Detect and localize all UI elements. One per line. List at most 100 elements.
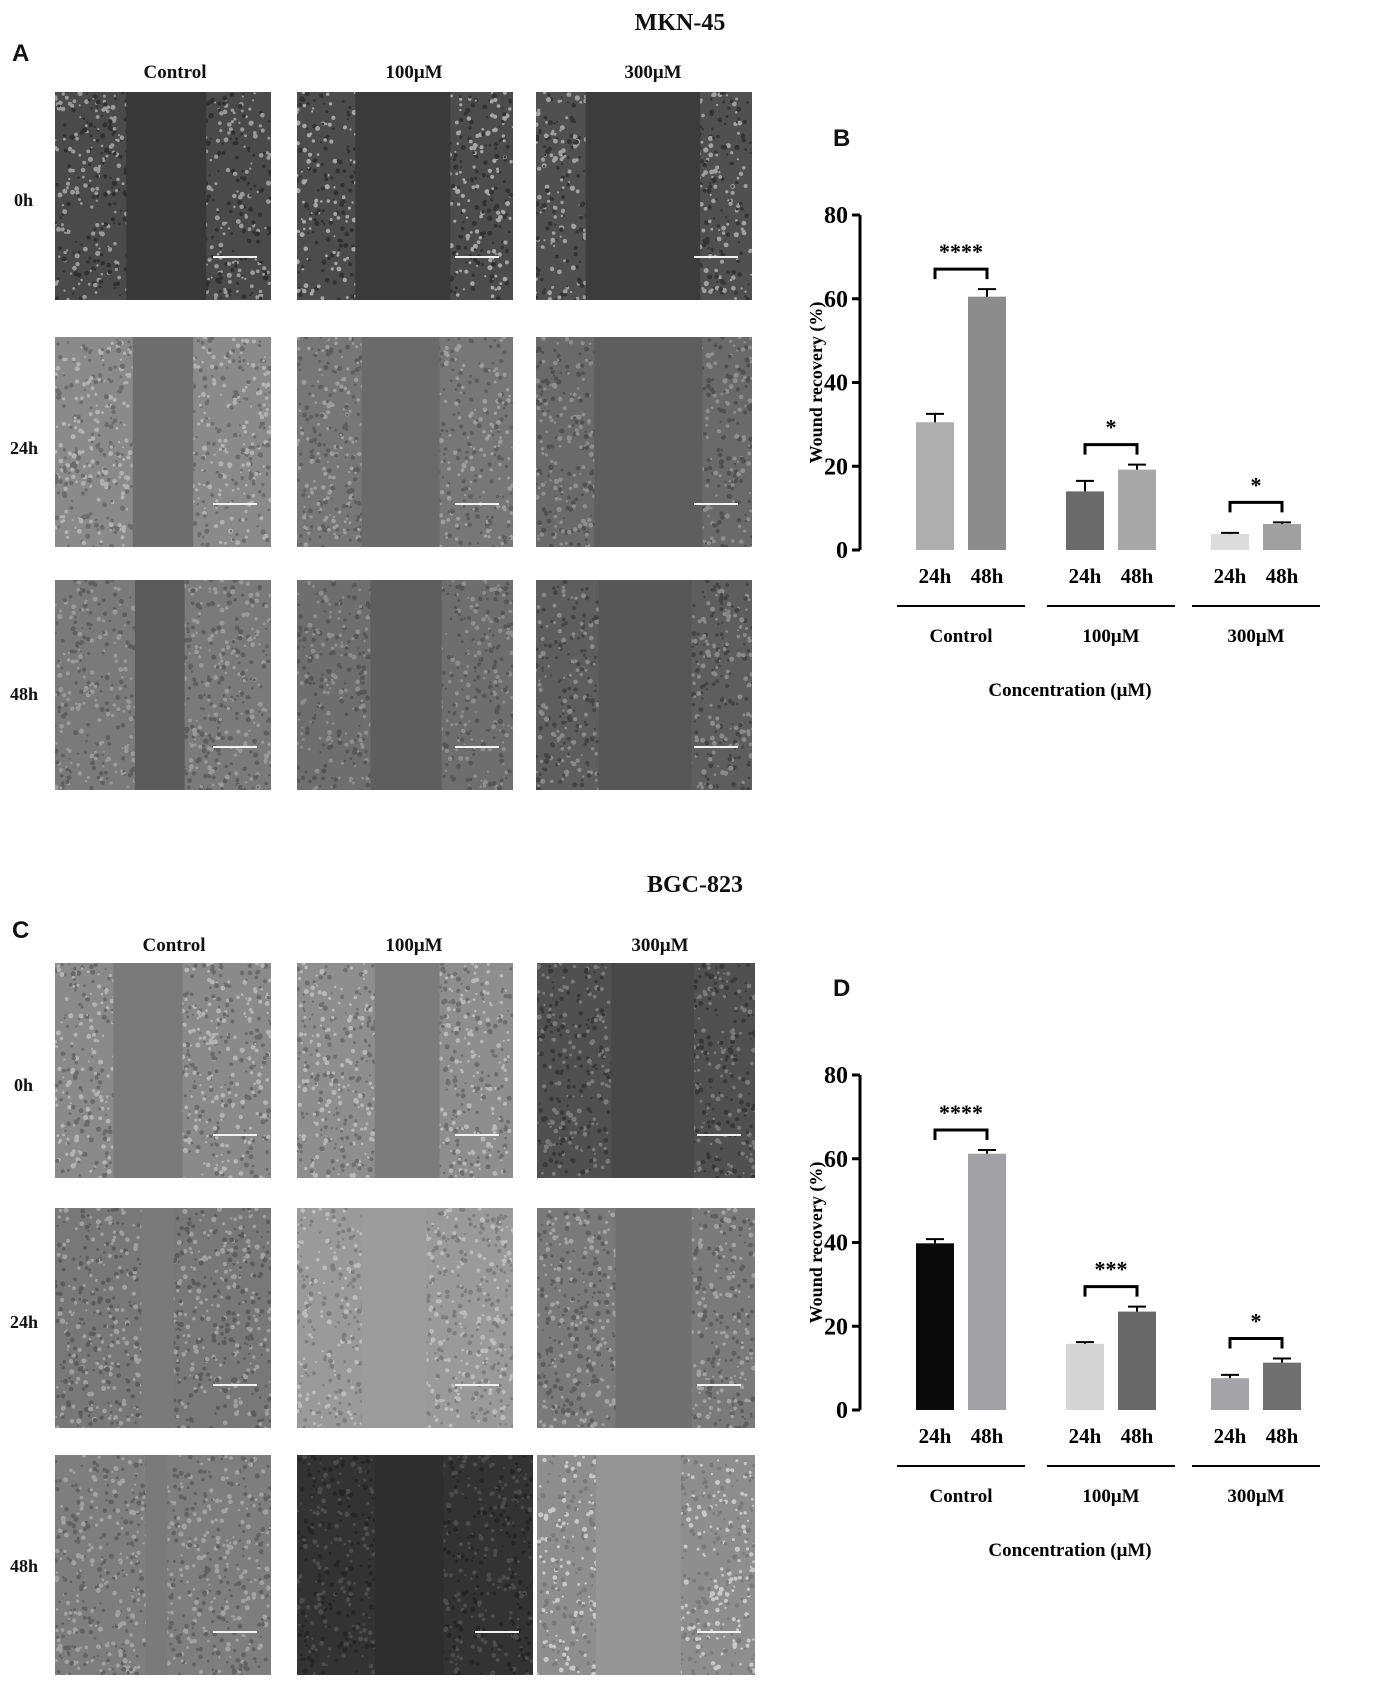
column-label-100um: 100μM	[385, 935, 443, 956]
microscopy-image	[537, 963, 755, 1178]
y-axis-label: Wound recovery (%)	[806, 1162, 827, 1324]
y-tick-label: 60	[824, 1147, 848, 1173]
column-label-100um: 100μM	[385, 62, 443, 83]
bar	[1066, 491, 1104, 550]
bar	[1118, 469, 1156, 550]
microscopy-image	[55, 963, 271, 1178]
scale-bar	[455, 503, 499, 505]
scale-bar	[455, 1384, 499, 1386]
bar	[1211, 534, 1249, 550]
panel-letter-d: D	[833, 975, 851, 1002]
significance-label: ***	[1095, 1257, 1128, 1282]
group-label: 100μM	[1082, 1486, 1139, 1507]
microscopy-image	[55, 580, 271, 790]
bgc823-title: BGC-823	[647, 872, 743, 898]
column-label-300um: 300μM	[631, 935, 689, 956]
x-tick-label: 24h	[1069, 564, 1102, 588]
significance-label: ****	[939, 239, 983, 264]
mkn45-title: MKN-45	[634, 10, 726, 36]
bar	[916, 1243, 954, 1410]
column-label-300um: 300μM	[624, 62, 682, 83]
x-tick-label: 24h	[919, 564, 952, 588]
x-tick-label: 24h	[1069, 1424, 1102, 1448]
y-tick-label: 20	[824, 1314, 848, 1340]
microscopy-image	[297, 1208, 513, 1428]
scale-bar	[697, 1134, 741, 1136]
scale-bar	[475, 1631, 519, 1633]
row-label-48h: 48h	[10, 1556, 39, 1576]
microscopy-image	[536, 337, 752, 547]
row-label-48h: 48h	[10, 684, 39, 704]
x-tick-label: 24h	[1214, 1424, 1247, 1448]
bar	[1118, 1311, 1156, 1410]
microscopy-image	[55, 1208, 271, 1428]
significance-label: *	[1251, 472, 1262, 497]
scale-bar	[694, 256, 738, 258]
bar	[1066, 1343, 1104, 1410]
scale-bar	[213, 1134, 257, 1136]
scale-bar	[455, 1134, 499, 1136]
microscopy-image	[55, 337, 271, 547]
significance-label: *	[1251, 1308, 1262, 1333]
panel-letter-c: C	[12, 917, 30, 944]
bar	[1263, 1362, 1301, 1410]
significance-bracket	[1228, 1336, 1284, 1349]
bar	[968, 1153, 1006, 1410]
y-tick-label: 0	[836, 1398, 848, 1424]
y-tick-label: 80	[824, 1063, 848, 1089]
microscopy-image	[55, 1455, 271, 1675]
significance-bracket	[1228, 500, 1284, 513]
scale-bar	[213, 1384, 257, 1386]
y-tick-label: 40	[824, 371, 848, 397]
microscopy-image	[297, 580, 513, 790]
column-label-control: Control	[143, 62, 207, 83]
microscopy-image	[537, 1208, 755, 1428]
bar	[1263, 524, 1301, 550]
scale-bar	[455, 256, 499, 258]
x-tick-label: 48h	[971, 1424, 1004, 1448]
significance-label: *	[1106, 415, 1117, 440]
bar	[916, 422, 954, 550]
x-tick-label: 48h	[1121, 564, 1154, 588]
row-label-24h: 24h	[10, 1312, 39, 1332]
significance-bracket	[1083, 1285, 1139, 1297]
significance-bracket	[933, 267, 989, 280]
x-axis-label: Concentration (μM)	[988, 680, 1151, 701]
bar	[1211, 1378, 1249, 1410]
scale-bar	[694, 503, 738, 505]
x-tick-label: 48h	[1121, 1424, 1154, 1448]
microscopy-image	[297, 92, 513, 300]
column-label-control: Control	[142, 935, 206, 956]
microscopy-image	[536, 580, 752, 790]
x-tick-label: 24h	[919, 1424, 952, 1448]
y-tick-label: 40	[824, 1231, 848, 1257]
group-label: 100μM	[1082, 626, 1139, 647]
x-axis-label: Concentration (μM)	[988, 1540, 1151, 1561]
scale-bar	[697, 1631, 741, 1633]
y-tick-label: 0	[836, 538, 848, 564]
bar	[968, 296, 1006, 550]
microscopy-image	[297, 337, 513, 547]
significance-bracket	[933, 1128, 989, 1140]
group-label: 300μM	[1227, 626, 1284, 647]
y-tick-label: 80	[824, 203, 848, 229]
microscopy-image	[55, 92, 271, 300]
scale-bar	[697, 1384, 741, 1386]
panel-letter-a: A	[12, 40, 30, 67]
scale-bar	[694, 746, 738, 748]
y-tick-label: 20	[824, 454, 848, 480]
scale-bar	[213, 503, 257, 505]
row-label-24h: 24h	[10, 438, 39, 458]
y-axis-label: Wound recovery (%)	[806, 302, 827, 464]
panel-letter-b: B	[833, 125, 851, 152]
scale-bar	[213, 1631, 257, 1633]
x-tick-label: 48h	[971, 564, 1004, 588]
x-tick-label: 24h	[1214, 564, 1247, 588]
group-label: 300μM	[1227, 1486, 1284, 1507]
scale-bar	[455, 746, 499, 748]
x-tick-label: 48h	[1266, 1424, 1299, 1448]
chart-b: 0 20 40 60 80 Wound recovery (%) 24h 48h **** Con…	[806, 203, 1320, 701]
scale-bar	[213, 746, 257, 748]
microscopy-image	[297, 1455, 533, 1675]
microscopy-image	[536, 92, 752, 300]
